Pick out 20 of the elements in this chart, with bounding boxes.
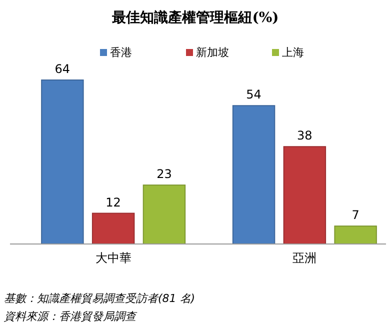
text: 基數：知識產權貿易調查受訪者(81 名) bbox=[4, 292, 196, 305]
bar bbox=[41, 80, 84, 244]
bar bbox=[283, 146, 326, 244]
legend-label: 新加坡 bbox=[196, 46, 229, 60]
bar bbox=[334, 226, 377, 244]
data-label: 54 bbox=[246, 88, 262, 102]
data-label: 64 bbox=[54, 62, 70, 76]
bar bbox=[232, 105, 276, 244]
data-label: 12 bbox=[106, 195, 121, 210]
data-label: 7 bbox=[352, 208, 360, 222]
bar bbox=[142, 184, 186, 244]
legend-label: 上海 bbox=[282, 46, 304, 60]
source-note: 資料來源：香港貿發局調查 bbox=[4, 310, 138, 323]
data-label: 23 bbox=[156, 167, 172, 182]
bar bbox=[92, 212, 135, 244]
legend-label: 香港 bbox=[110, 46, 132, 60]
data-label: 38 bbox=[297, 128, 312, 143]
x-tick-label: 亞洲 bbox=[292, 251, 317, 265]
x-tick-label: 大中華 bbox=[95, 251, 132, 265]
chart-title: 最佳知識產權管理樞紐(%) bbox=[111, 9, 279, 26]
